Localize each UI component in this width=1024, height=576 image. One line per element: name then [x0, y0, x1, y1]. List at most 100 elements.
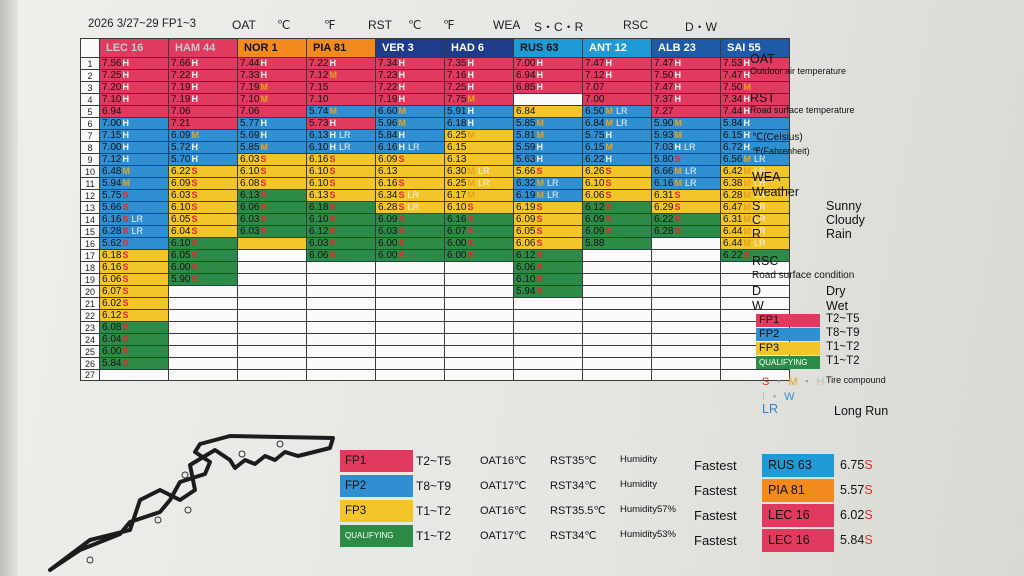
- lap-time: 7.21: [171, 117, 191, 129]
- lap-cell: 6.06S: [513, 237, 583, 250]
- lap-time: 6.13: [240, 190, 260, 201]
- lap-time: 6.10: [309, 178, 329, 189]
- driver-header: VER 3: [375, 38, 445, 58]
- tire-compound: S: [398, 178, 405, 189]
- lap-time: 6.10: [447, 202, 467, 213]
- lap-time: 5.85: [240, 142, 260, 153]
- lap-time: 6.13: [309, 130, 329, 141]
- lap-cell: [444, 309, 514, 322]
- lap-cell: 6.10S: [168, 237, 238, 250]
- lap-time: 5.84: [102, 358, 122, 369]
- lap-time: 6.19: [516, 190, 536, 201]
- lap-cell: 5.69H: [237, 129, 307, 142]
- tire-compound: S: [122, 358, 129, 369]
- lap-time: 7.34: [723, 94, 743, 105]
- lap-cell: 6.07S: [444, 225, 514, 238]
- tire-compound: M: [674, 178, 682, 189]
- lap-cell: 7.06: [237, 105, 307, 118]
- lap-time: 6.06: [516, 262, 536, 273]
- lap-cell: 6.12S: [582, 201, 652, 214]
- session-oat: OAT16℃: [480, 455, 527, 467]
- long-run-mark: LR: [131, 226, 143, 237]
- header-fahrenheit-2: ℉: [443, 18, 455, 32]
- lap-cell: 6.18S: [306, 201, 376, 214]
- lap-cell: 7.25H: [444, 81, 514, 94]
- lap-cell: [237, 333, 307, 346]
- lap-cell: [444, 297, 514, 310]
- session-oat: OAT17℃: [480, 480, 527, 492]
- session-label-q: QUALIFYING: [340, 525, 413, 547]
- lap-cell: [444, 345, 514, 358]
- lap-cell: [582, 357, 652, 370]
- lap-time: 7.10: [309, 93, 329, 105]
- lap-cell: 5.74M: [306, 105, 376, 118]
- lap-cell: 7.19H: [168, 81, 238, 94]
- lap-row: 11 5.94M 6.09S 6.08S 6.10S 6.16S 6.25M LR 6.32M L…: [80, 177, 790, 190]
- lap-row: 25 6.00S: [80, 345, 790, 358]
- session-humidity: Humidity: [620, 479, 657, 490]
- lap-time: 6.28: [723, 190, 743, 201]
- tire-compound: S: [260, 190, 267, 201]
- tire-compound: S: [122, 274, 129, 285]
- tire-compound: H: [122, 154, 129, 165]
- lap-cell: 6.09S: [582, 225, 652, 238]
- tire-compound: S: [398, 238, 405, 249]
- tire-compound: H: [398, 70, 405, 81]
- fastest-driver: LEC 16: [762, 504, 834, 527]
- lap-time: 6.84: [585, 118, 605, 129]
- driver-header: HAM 44: [168, 38, 238, 58]
- lap-cell: 6.42M LR: [720, 165, 790, 178]
- lap-time: 6.15: [723, 130, 743, 141]
- lap-time: 6.22: [171, 166, 191, 177]
- session-turns: T2~T5: [416, 454, 452, 468]
- lap-cell: 5.84H: [375, 129, 445, 142]
- tire-compound: S: [605, 178, 612, 189]
- tire-compound: H: [398, 58, 405, 69]
- lap-number: 6: [80, 117, 100, 130]
- lap-cell: [168, 357, 238, 370]
- tire-compound: S: [191, 274, 198, 285]
- lap-number: 4: [80, 93, 100, 106]
- lap-time: 5.96: [378, 118, 398, 129]
- lap-time: 7.15: [309, 81, 329, 93]
- lap-cell: [651, 249, 721, 262]
- lap-cell: 5.73H: [306, 117, 376, 130]
- lap-time: 6.17: [447, 190, 467, 201]
- lap-cell: 6.06S: [582, 189, 652, 202]
- lap-cell: [582, 345, 652, 358]
- lap-cell: [651, 297, 721, 310]
- lap-time: 7.50: [654, 70, 674, 81]
- lap-cell: 6.12S: [513, 249, 583, 262]
- tire-compound: H: [536, 142, 543, 153]
- legend-oat: OAT: [750, 52, 775, 66]
- lap-time: 7.33: [240, 70, 260, 81]
- header-scr: S・C・R: [534, 20, 584, 34]
- lap-cell: 6.13S: [306, 189, 376, 202]
- tire-compound: S: [122, 250, 129, 261]
- lap-cell: 6.56M LR: [720, 153, 790, 166]
- lap-cell: [306, 309, 376, 322]
- lap-cell: [168, 285, 238, 298]
- lap-cell: 6.47M LR: [720, 201, 790, 214]
- lap-cell: 5.96M: [375, 117, 445, 130]
- header-oat: OAT: [232, 18, 256, 32]
- lap-time: 6.07: [447, 226, 467, 237]
- lap-time: 6.00: [447, 250, 467, 261]
- lap-time: 7.47: [654, 58, 674, 69]
- lap-cell: [444, 273, 514, 286]
- lap-time: 7.12: [309, 70, 329, 81]
- lap-row: 4 7.10H 7.19H 7.10M 7.10 7.19H 7.75M 7.00 7.37H 7…: [80, 93, 790, 106]
- lap-cell: 5.59H: [513, 141, 583, 154]
- tire-compound: S: [536, 250, 543, 261]
- lap-time: 5.66: [516, 166, 536, 177]
- fastest-label: Fastest: [694, 483, 737, 498]
- lap-cell: 7.19M: [237, 81, 307, 94]
- legend-swatch-fp1: FP1: [756, 314, 820, 327]
- lap-time: 5.91: [447, 106, 467, 117]
- lap-number: 14: [80, 213, 100, 226]
- lap-cell: [375, 321, 445, 334]
- tire-compound: S: [260, 202, 267, 213]
- lap-time: 6.04: [171, 226, 191, 237]
- lap-time: 6.00: [447, 238, 467, 249]
- lap-cell: 7.47H: [651, 81, 721, 94]
